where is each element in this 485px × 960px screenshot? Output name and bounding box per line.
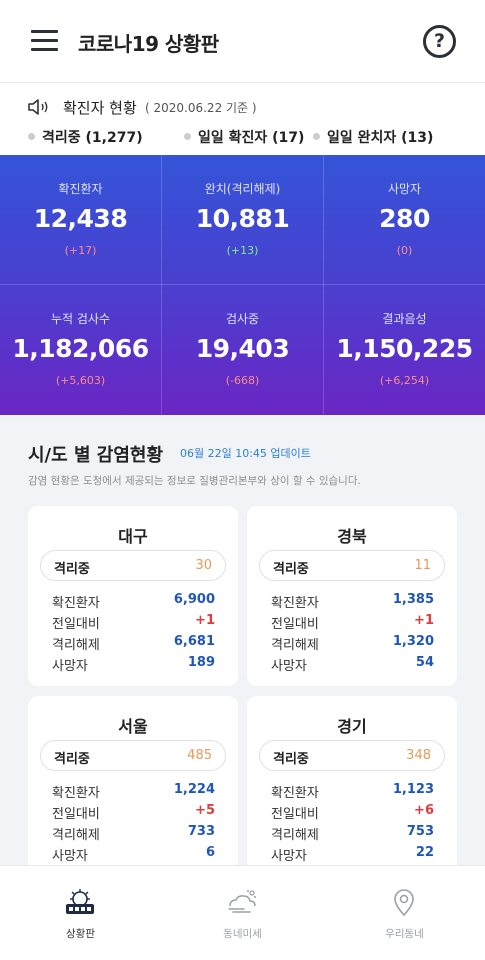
stat-testing: 검사중 19,403 (-668) [162, 285, 323, 415]
stats-grid: 확진환자 12,438 (+17) 완치(격리해제) 10,881 (+13) … [0, 155, 485, 415]
row-deaths: 사망자 22 [271, 845, 434, 864]
isolated-pill: 격리중 30 [40, 550, 226, 581]
stat-confirmed: 확진환자 12,438 (+17) [0, 155, 161, 285]
hamburger-menu-icon[interactable] [31, 28, 58, 52]
row-released: 격리해제 733 [52, 824, 215, 843]
isolated-pill: 격리중 485 [40, 740, 226, 771]
row-released: 격리해제 753 [271, 824, 434, 843]
tab-label: 우리동네 [385, 928, 424, 940]
virus-dashboard-icon [66, 889, 94, 914]
stat-change: (+13) [226, 244, 259, 257]
stat-change: (+17) [64, 244, 97, 257]
chip-daily-recovered: 일일 완치자 (13) [313, 127, 433, 147]
row-diff: 전일대비 +6 [271, 803, 434, 822]
region-card-gyeonggi[interactable]: 경기 격리중 348 확진환자 1,123 전일대비 +6 격리해제 753 사망자 2… [247, 696, 457, 876]
stat-recovered: 완치(격리해제) 10,881 (+13) [162, 155, 323, 285]
stat-label: 검사중 [225, 312, 260, 326]
row-confirmed: 확진환자 6,900 [52, 592, 215, 611]
row-confirmed: 확진환자 1,385 [271, 592, 434, 611]
stat-value: 19,403 [195, 334, 290, 363]
stat-change: (+5,603) [55, 374, 106, 387]
row-diff: 전일대비 +1 [52, 613, 215, 632]
app-bar: 코로나19 상황판 ? [0, 0, 485, 82]
tab-my-neighborhood[interactable]: 우리동네 [324, 866, 485, 960]
app-title: 코로나19 상황판 [78, 32, 219, 56]
stat-deaths: 사망자 280 (0) [324, 155, 485, 285]
row-released: 격리해제 6,681 [52, 634, 215, 653]
row-confirmed: 확진환자 1,123 [271, 782, 434, 801]
region-name: 경기 [337, 717, 367, 736]
stat-total-tests: 누적 검사수 1,182,066 (+5,603) [0, 285, 161, 415]
region-card-gyeongbuk[interactable]: 경북 격리중 11 확진환자 1,385 전일대비 +1 격리해제 1,320 사망자… [247, 506, 457, 686]
tab-fine-dust[interactable]: 동네미세 [162, 866, 323, 960]
row-deaths: 사망자 54 [271, 655, 434, 674]
row-confirmed: 확진환자 1,224 [52, 782, 215, 801]
row-deaths: 사망자 189 [52, 655, 215, 674]
stat-value: 280 [379, 204, 430, 233]
chip-isolated: 격리중 (1,277) [28, 127, 143, 147]
divider [161, 155, 162, 415]
isolated-pill: 격리중 11 [259, 550, 445, 581]
chip-daily-confirmed: 일일 확진자 (17) [184, 127, 304, 147]
stat-change: (-668) [225, 374, 260, 387]
stat-negative: 결과음성 1,150,225 (+6,254) [324, 285, 485, 415]
tab-label: 동네미세 [223, 928, 262, 940]
stat-value: 1,150,225 [336, 334, 473, 363]
region-card-seoul[interactable]: 서울 격리중 485 확진환자 1,224 전일대비 +5 격리해제 733 사망자 6 [28, 696, 238, 876]
stat-change: (0) [396, 244, 413, 257]
stat-label: 확진환자 [58, 182, 103, 196]
bottom-tab-bar: 상황판 동네미세 우리동네 [0, 865, 485, 960]
region-card-daegu[interactable]: 대구 격리중 30 확진환자 6,900 전일대비 +1 격리해제 6,681 사망자… [28, 506, 238, 686]
stat-value: 1,182,066 [12, 334, 149, 363]
row-deaths: 사망자 6 [52, 845, 215, 864]
divider [0, 284, 485, 285]
summary-date: ( 2020.06.22 기준 ) [145, 101, 257, 115]
location-pin-icon [394, 889, 414, 917]
help-icon[interactable]: ? [423, 25, 456, 58]
update-timestamp: 06월 22일 10:45 업데이트 [180, 447, 311, 460]
region-name: 대구 [118, 527, 148, 546]
row-released: 격리해제 1,320 [271, 634, 434, 653]
region-name: 서울 [118, 717, 148, 736]
stat-label: 누적 검사수 [50, 312, 110, 326]
stat-label: 완치(격리해제) [204, 182, 281, 196]
region-section-title: 시/도 별 감염현황 [28, 445, 164, 466]
tab-dashboard[interactable]: 상황판 [0, 866, 161, 960]
region-name: 경북 [337, 527, 367, 546]
row-diff: 전일대비 +1 [271, 613, 434, 632]
stat-value: 12,438 [33, 204, 128, 233]
stat-label: 사망자 [387, 182, 422, 196]
isolated-pill: 격리중 348 [259, 740, 445, 771]
summary-title: 확진자 현황 [63, 99, 137, 117]
status-summary: 확진자 현황 ( 2020.06.22 기준 ) 격리중 (1,277) 일일 … [0, 82, 485, 155]
region-note: 감염 현황은 도청에서 제공되는 정보로 질병관리본부와 상이 할 수 있습니다… [28, 475, 361, 487]
tab-label: 상황판 [66, 928, 95, 940]
divider [323, 155, 324, 415]
fine-dust-icon [228, 890, 256, 913]
speaker-icon [28, 99, 48, 115]
row-diff: 전일대비 +5 [52, 803, 215, 822]
stat-value: 10,881 [195, 204, 290, 233]
stat-change: (+6,254) [379, 374, 430, 387]
stat-label: 결과음성 [382, 312, 427, 326]
